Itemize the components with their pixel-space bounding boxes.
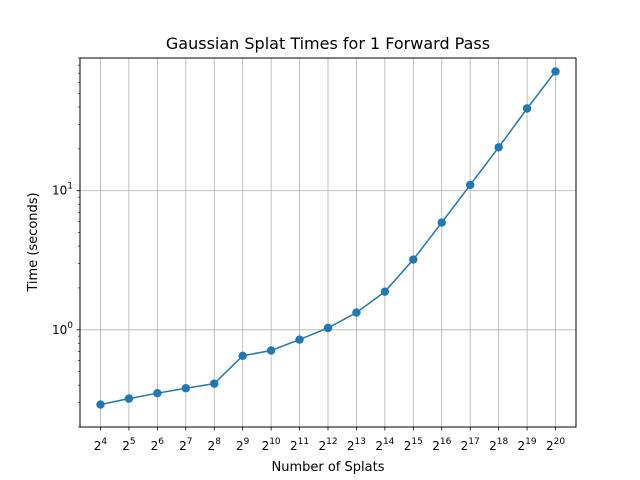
data-point <box>295 335 304 344</box>
data-point <box>494 143 503 152</box>
data-point <box>323 323 333 333</box>
x-tick-label: 210 <box>262 437 281 453</box>
data-point <box>181 384 190 393</box>
x-tick-label: 217 <box>461 437 480 453</box>
x-axis-label: Number of Splats <box>272 460 385 475</box>
x-tick-label: 216 <box>432 437 451 453</box>
y-axis-ticks: 100 101 <box>52 57 80 428</box>
x-tick-label: 24 <box>94 437 108 453</box>
y-axis-label: Time (seconds) <box>26 192 41 292</box>
x-tick-label: 220 <box>546 437 565 453</box>
x-tick-label: 218 <box>489 437 508 453</box>
x-tick-label: 28 <box>208 437 222 453</box>
data-point <box>352 308 361 317</box>
data-point <box>210 379 219 388</box>
data-point <box>409 255 418 264</box>
chart-title: Gaussian Splat Times for 1 Forward Pass <box>166 34 490 53</box>
data-point <box>266 346 276 355</box>
data-point <box>153 388 162 398</box>
x-tick-label: 26 <box>151 437 165 453</box>
x-axis-ticks: 24 25 26 27 28 29 210 211 212 213 214 215 216 217 218 2… <box>94 427 565 453</box>
y-tick-label: 100 <box>52 321 73 337</box>
data-point <box>124 394 134 403</box>
data-point <box>466 180 475 190</box>
grid <box>80 58 576 427</box>
x-tick-label: 214 <box>375 437 394 453</box>
x-tick-label: 213 <box>347 437 366 453</box>
x-tick-label: 215 <box>404 437 423 453</box>
y-tick-label: 101 <box>52 182 73 198</box>
x-tick-label: 212 <box>318 437 337 453</box>
x-tick-label: 219 <box>518 437 537 453</box>
data-point <box>380 287 390 296</box>
data-point <box>551 67 560 76</box>
data-point <box>437 218 446 227</box>
series <box>96 67 560 409</box>
x-tick-label: 27 <box>179 437 192 453</box>
x-tick-label: 211 <box>290 437 309 453</box>
x-tick-label: 29 <box>236 437 250 453</box>
data-point <box>522 104 532 113</box>
x-tick-label: 25 <box>122 437 135 453</box>
data-point <box>96 400 105 409</box>
data-point <box>238 351 247 361</box>
